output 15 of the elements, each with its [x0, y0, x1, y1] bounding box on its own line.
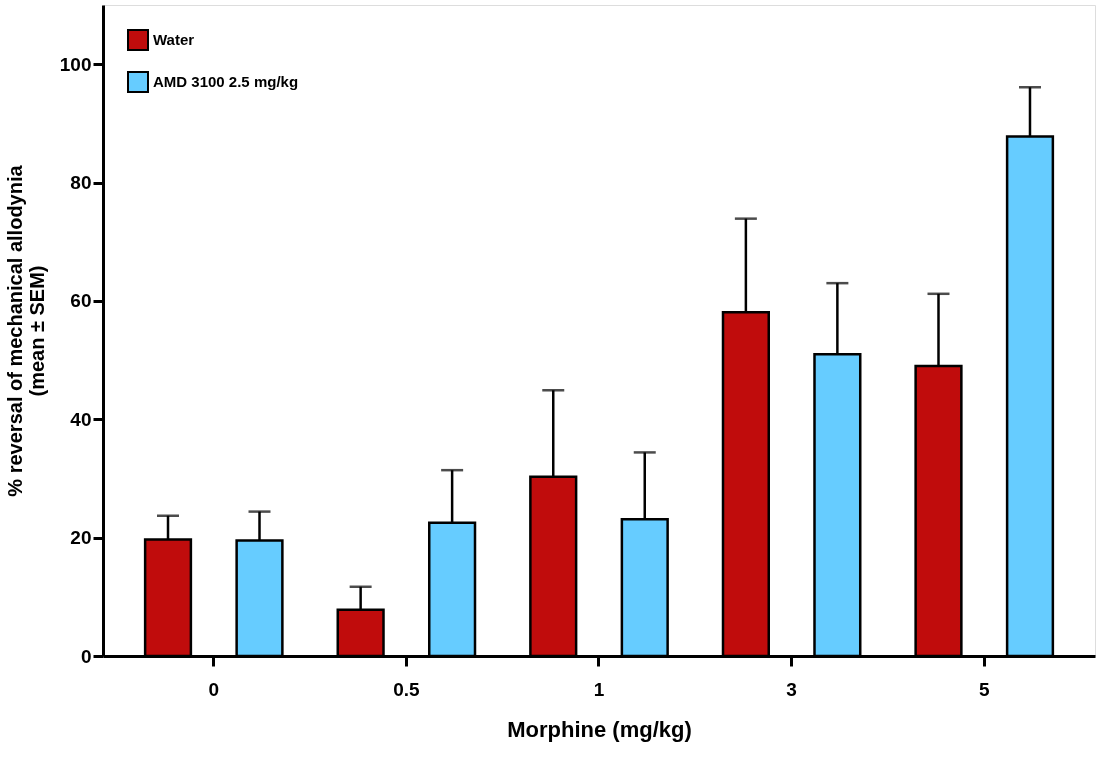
- y-tick-label: 80: [70, 172, 92, 194]
- x-tick-label: 1: [593, 678, 605, 700]
- y-tick-label: 0: [80, 645, 92, 667]
- legend-label: Water: [153, 31, 195, 48]
- legend-label: AMD 3100 2.5 mg/kg: [153, 73, 299, 90]
- x-tick-label: 3: [786, 678, 797, 700]
- x-tick-label: 0: [208, 678, 220, 700]
- x-tick-label: 0.5: [393, 678, 421, 700]
- y-tick-label: 60: [70, 290, 92, 312]
- y-tick-label: 20: [70, 527, 92, 549]
- y-tick-label: 40: [70, 408, 92, 430]
- y-tick-label: 100: [59, 53, 92, 75]
- y-axis-title: % reversal of mechanical allodynia (mean ± SEM): [3, 164, 48, 497]
- x-axis-title: Morphine (mg/kg): [507, 716, 692, 742]
- x-tick-label: 5: [978, 678, 990, 700]
